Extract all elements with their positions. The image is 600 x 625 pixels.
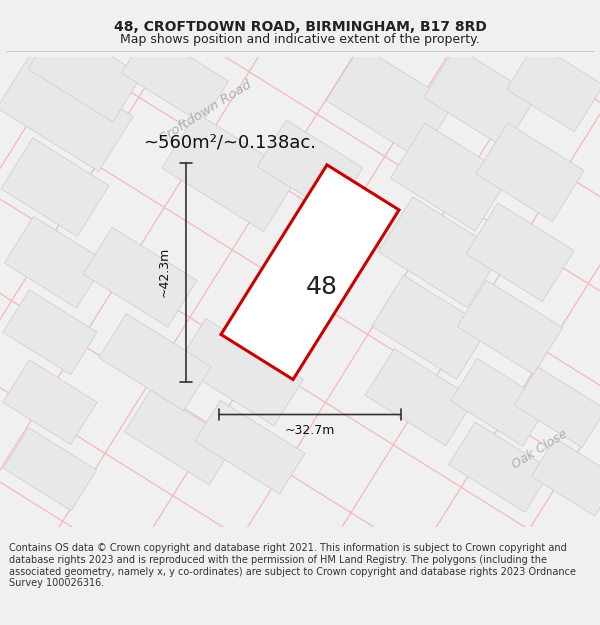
Polygon shape <box>257 120 363 214</box>
Text: ~32.7m: ~32.7m <box>285 424 335 437</box>
Polygon shape <box>221 165 399 379</box>
Polygon shape <box>28 22 142 122</box>
Text: ~42.3m: ~42.3m <box>157 247 170 298</box>
Polygon shape <box>531 438 600 516</box>
Polygon shape <box>378 197 502 308</box>
Polygon shape <box>451 359 549 446</box>
Polygon shape <box>365 349 475 446</box>
Polygon shape <box>1 138 109 236</box>
Polygon shape <box>326 46 454 159</box>
Polygon shape <box>83 228 197 327</box>
Polygon shape <box>124 389 236 485</box>
Polygon shape <box>457 280 563 374</box>
Polygon shape <box>0 53 133 171</box>
Text: Croftdown Road: Croftdown Road <box>157 78 254 146</box>
Polygon shape <box>176 318 304 426</box>
Polygon shape <box>391 123 509 231</box>
Text: Map shows position and indicative extent of the property.: Map shows position and indicative extent… <box>120 34 480 46</box>
Polygon shape <box>99 314 211 411</box>
Polygon shape <box>4 216 106 308</box>
Polygon shape <box>195 401 305 494</box>
Polygon shape <box>514 367 600 448</box>
Polygon shape <box>424 47 536 148</box>
Polygon shape <box>3 360 97 444</box>
Polygon shape <box>162 113 298 231</box>
Polygon shape <box>476 123 584 221</box>
Text: Oak Close: Oak Close <box>510 427 570 471</box>
Polygon shape <box>4 428 97 511</box>
Text: Contains OS data © Crown copyright and database right 2021. This information is : Contains OS data © Crown copyright and d… <box>9 544 576 588</box>
Text: 48: 48 <box>306 275 338 299</box>
Polygon shape <box>3 290 97 374</box>
Text: ~560m²/~0.138ac.: ~560m²/~0.138ac. <box>143 133 317 151</box>
Polygon shape <box>506 42 600 132</box>
Polygon shape <box>121 31 229 124</box>
Polygon shape <box>466 203 574 301</box>
Text: 48, CROFTDOWN ROAD, BIRMINGHAM, B17 8RD: 48, CROFTDOWN ROAD, BIRMINGHAM, B17 8RD <box>113 20 487 34</box>
Polygon shape <box>372 275 488 379</box>
Polygon shape <box>449 422 551 512</box>
